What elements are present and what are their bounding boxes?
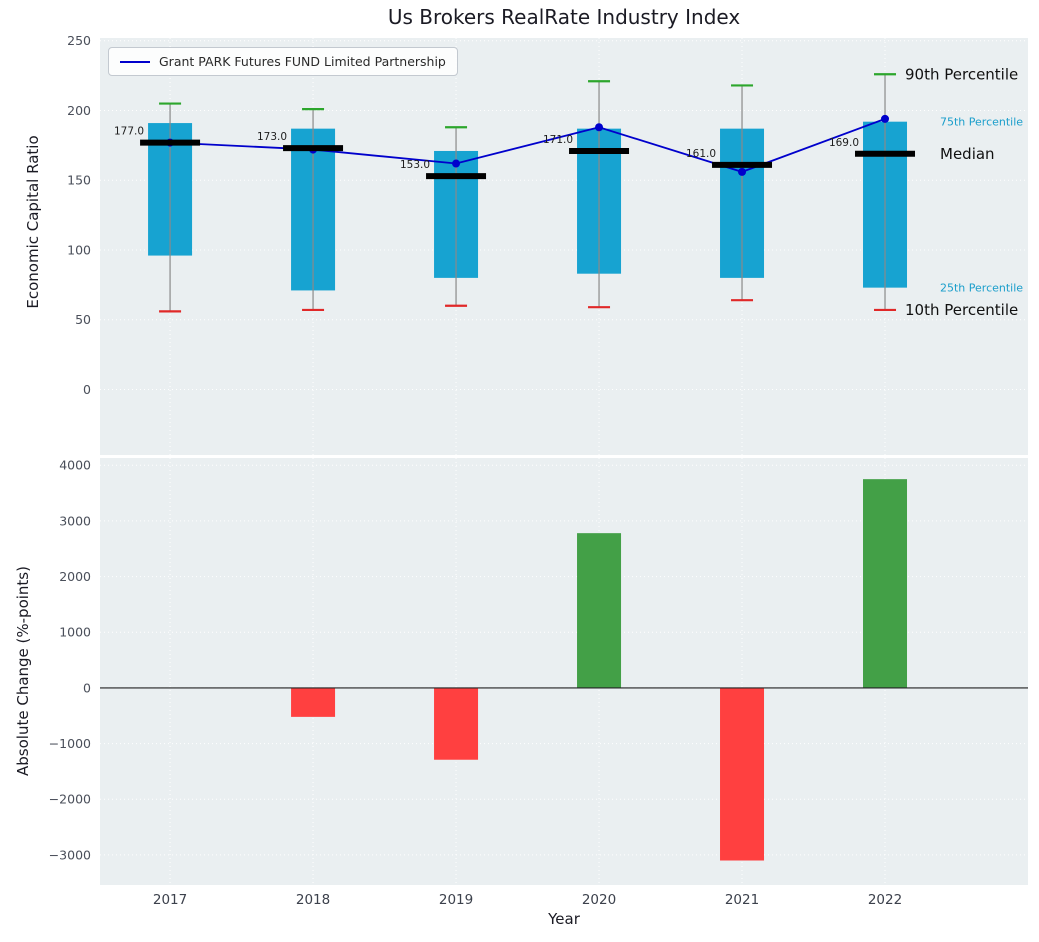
xtick-label-2019: 2019 <box>439 892 473 908</box>
bottom-ytick-label: 0 <box>83 680 91 695</box>
annotation-median: Median <box>940 145 995 163</box>
change-bar-2019 <box>434 687 479 760</box>
bottom-ytick-label: −1000 <box>49 736 91 751</box>
fund-marker-2020 <box>595 123 604 132</box>
change-bar-2022 <box>863 479 908 688</box>
xtick-label-2021: 2021 <box>725 892 759 908</box>
bottom-ytick-label: −2000 <box>49 792 91 807</box>
bottom-ytick-label: 4000 <box>59 458 91 473</box>
annotation-p10: 10th Percentile <box>905 301 1018 319</box>
fund-marker-2019 <box>452 159 461 168</box>
bottom-ytick-label: 2000 <box>59 569 91 584</box>
median-value-label: 177.0 <box>114 126 144 138</box>
median-value-label: 153.0 <box>400 159 430 171</box>
bottom-ytick-label: −3000 <box>49 847 91 862</box>
top-ytick-label: 0 <box>83 382 91 397</box>
annotation-p75: 75th Percentile <box>940 116 1023 129</box>
top-ytick-label: 100 <box>67 242 91 257</box>
top-ytick-label: 50 <box>75 312 91 327</box>
bottom-ytick-label: 3000 <box>59 513 91 528</box>
annotation-p25: 25th Percentile <box>940 281 1023 294</box>
legend-line-sample-icon <box>120 60 150 63</box>
median-value-label: 173.0 <box>257 131 287 143</box>
top-ytick-label: 200 <box>67 103 91 118</box>
top-ytick-label: 250 <box>67 33 91 48</box>
annotation-p90: 90th Percentile <box>905 66 1018 84</box>
x-axis-label: Year <box>548 910 580 928</box>
bottom-ytick-label: 1000 <box>59 625 91 640</box>
xtick-label-2022: 2022 <box>868 892 902 908</box>
fund-marker-2022 <box>881 114 890 123</box>
xtick-label-2020: 2020 <box>582 892 616 908</box>
top-ytick-label: 150 <box>67 173 91 188</box>
change-bar-2018 <box>291 687 336 717</box>
median-value-label: 169.0 <box>829 137 859 149</box>
top-y-axis-label: Economic Capital Ratio <box>24 135 42 309</box>
fund-marker-2021 <box>738 167 747 176</box>
median-value-label: 161.0 <box>686 148 716 160</box>
median-value-label: 171.0 <box>543 134 573 146</box>
change-bar-2021 <box>720 687 765 861</box>
legend: Grant PARK Futures FUND Limited Partners… <box>108 47 458 76</box>
xtick-label-2017: 2017 <box>153 892 187 908</box>
chart-title: Us Brokers RealRate Industry Index <box>387 5 741 29</box>
bottom-y-axis-label: Absolute Change (%-points) <box>14 566 32 776</box>
legend-label: Grant PARK Futures FUND Limited Partners… <box>159 54 446 69</box>
change-bar-2020 <box>577 533 622 688</box>
xtick-label-2018: 2018 <box>296 892 330 908</box>
